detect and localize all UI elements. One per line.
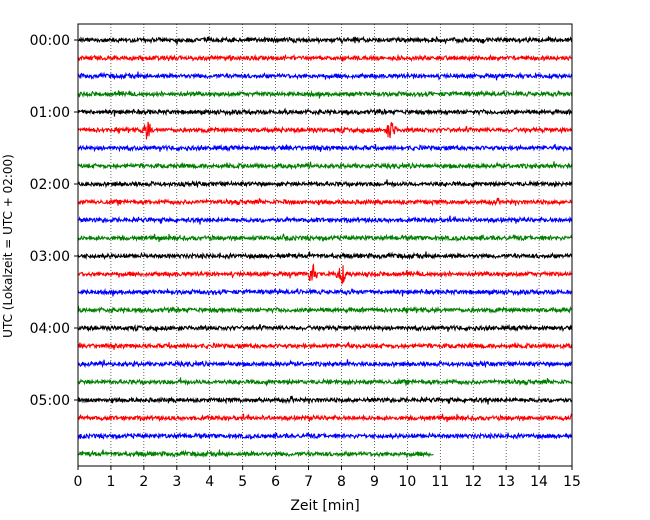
x-tick-label: 0 <box>74 474 83 490</box>
x-tick-label: 12 <box>464 474 482 490</box>
seismic-traces <box>77 35 573 459</box>
trace-0430 <box>77 359 573 369</box>
y-axis-ticks: 00:00 01:00 02:00 03:00 04:00 05:00 <box>30 33 78 409</box>
trace-0215 <box>77 197 573 207</box>
trace-0130 <box>77 143 573 153</box>
y-tick-label: 01:00 <box>30 105 70 121</box>
x-axis-label: Zeit [min] <box>290 498 359 514</box>
x-tick-label: 15 <box>563 474 581 490</box>
x-tick-label: 7 <box>304 474 313 490</box>
trace-0445 <box>77 377 573 387</box>
trace-0500 <box>77 395 573 405</box>
trace-0315 <box>77 263 573 285</box>
y-tick-label: 00:00 <box>30 33 70 49</box>
x-tick-label: 11 <box>431 474 449 490</box>
y-axis-label: UTC (Lokalzeit = UTC + 02:00) <box>1 154 15 338</box>
trace-0030 <box>77 71 573 81</box>
plot-frame <box>77 23 573 467</box>
y-tick-label: 02:00 <box>30 177 70 193</box>
x-tick-label: 10 <box>398 474 416 490</box>
x-tick-label: 1 <box>106 474 115 490</box>
x-tick-label: 8 <box>337 474 346 490</box>
trace-0000 <box>77 35 573 45</box>
y-tick-label: 04:00 <box>30 321 70 337</box>
x-tick-label: 5 <box>238 474 247 490</box>
trace-0300 <box>77 251 573 261</box>
trace-0100 <box>77 107 573 117</box>
x-tick-label: 6 <box>271 474 280 490</box>
trace-0245 <box>77 233 573 243</box>
x-tick-label: 14 <box>530 474 548 490</box>
x-tick-label: 9 <box>370 474 379 490</box>
trace-0415 <box>77 341 573 350</box>
trace-0115 <box>77 121 573 140</box>
trace-0230 <box>77 215 573 225</box>
trace-0200 <box>77 179 573 189</box>
x-tick-label: 13 <box>497 474 515 490</box>
trace-0330 <box>77 287 573 297</box>
plot-background <box>78 24 572 466</box>
x-tick-label: 3 <box>172 474 181 490</box>
trace-0545 <box>77 449 434 459</box>
x-tick-label: 2 <box>139 474 148 490</box>
y-tick-label: 05:00 <box>30 393 70 409</box>
y-tick-label: 03:00 <box>30 249 70 265</box>
trace-0015 <box>77 53 573 63</box>
trace-0515 <box>77 413 573 423</box>
trace-0530 <box>77 431 573 441</box>
x-tick-label: 4 <box>205 474 214 490</box>
x-axis-ticks: 0 1 2 3 4 5 6 7 8 9 10 11 12 13 14 15 <box>74 466 581 490</box>
trace-0045 <box>77 89 573 99</box>
trace-0145 <box>77 161 573 171</box>
trace-0345 <box>77 305 573 315</box>
trace-0400 <box>77 323 573 333</box>
